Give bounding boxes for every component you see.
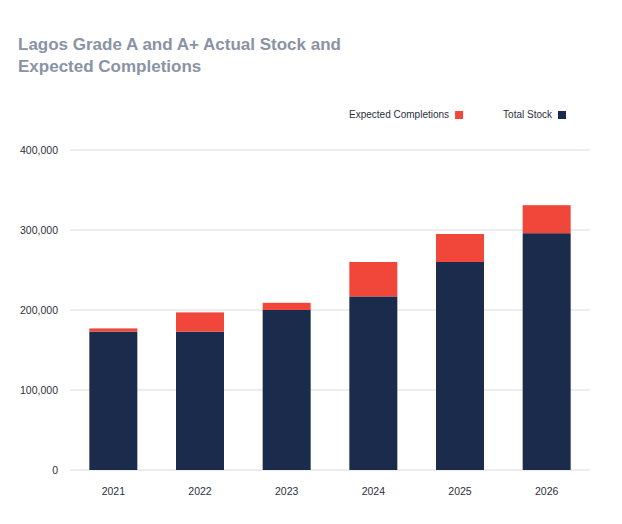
y-tick-label: 200,000 bbox=[20, 304, 58, 316]
bar-segment bbox=[263, 310, 311, 470]
grid-line bbox=[70, 310, 590, 311]
bar-segment bbox=[89, 328, 137, 331]
bar-segment bbox=[349, 296, 397, 470]
y-tick-label: 400,000 bbox=[20, 144, 58, 156]
chart-canvas: 0 100,000 200,000 300,000 400,000 2021 2022 202… bbox=[0, 0, 622, 524]
bars bbox=[89, 205, 570, 470]
y-tick-label: 100,000 bbox=[20, 384, 58, 396]
x-tick-label: 2022 bbox=[188, 485, 212, 497]
bar-segment bbox=[176, 312, 224, 331]
grid-line bbox=[70, 390, 590, 391]
bar-segment bbox=[89, 332, 137, 470]
legend-swatch bbox=[455, 111, 463, 119]
x-tick-label: 2026 bbox=[535, 485, 559, 497]
x-tick-label: 2024 bbox=[362, 485, 386, 497]
legend-swatch bbox=[558, 111, 566, 119]
legend-label: Total Stock bbox=[503, 109, 553, 120]
bar-segment bbox=[436, 262, 484, 470]
bar-segment bbox=[523, 205, 571, 233]
grid-line bbox=[70, 230, 590, 231]
grid-line bbox=[70, 150, 590, 151]
bar-segment bbox=[176, 332, 224, 470]
bar-segment bbox=[436, 234, 484, 262]
legend-label: Expected Completions bbox=[349, 109, 449, 120]
y-tick-label: 300,000 bbox=[20, 224, 58, 236]
x-tick-label: 2021 bbox=[102, 485, 126, 497]
chart-title: Lagos Grade A and A+ Actual Stock and Ex… bbox=[18, 34, 403, 78]
y-tick-label: 0 bbox=[52, 464, 58, 476]
x-tick-label: 2025 bbox=[448, 485, 472, 497]
x-tick-label: 2023 bbox=[275, 485, 299, 497]
grid-line bbox=[70, 470, 590, 471]
bar-segment bbox=[523, 233, 571, 470]
bar-segment bbox=[263, 303, 311, 310]
bar-segment bbox=[349, 262, 397, 296]
